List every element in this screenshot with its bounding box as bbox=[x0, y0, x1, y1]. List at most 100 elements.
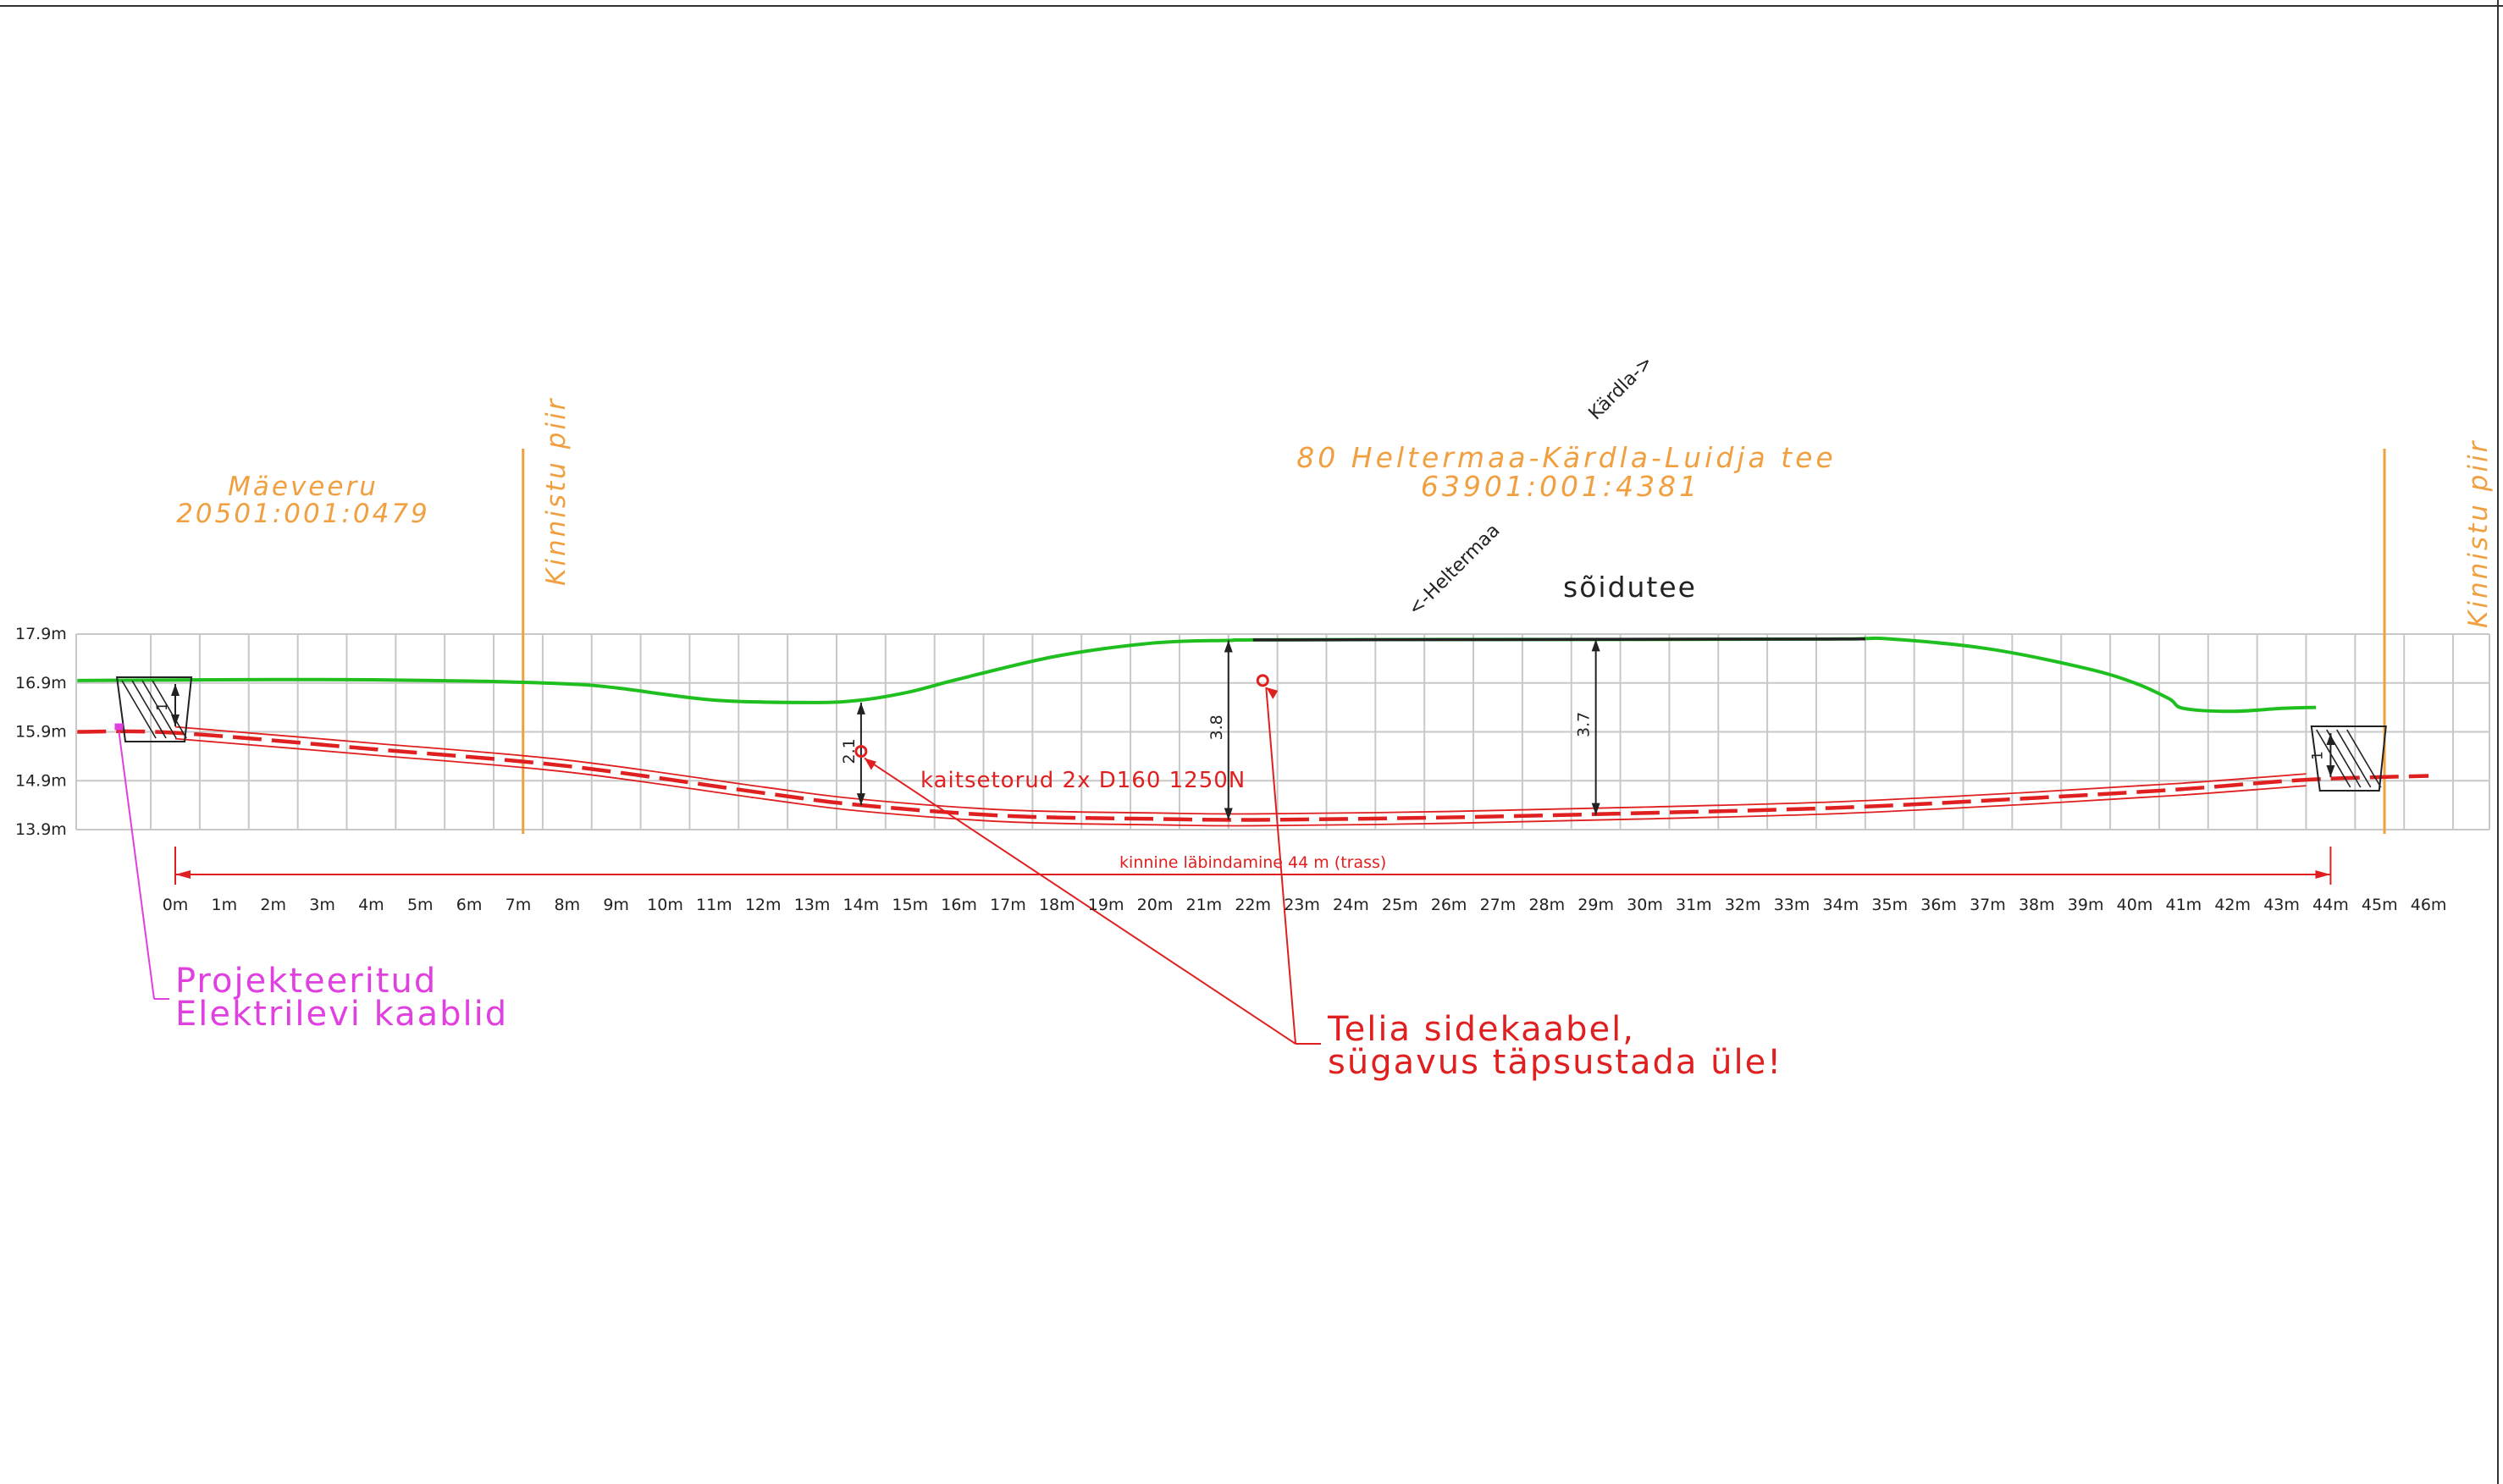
x-tick-label: 23m bbox=[1284, 896, 1320, 914]
x-tick-label: 29m bbox=[1577, 896, 1614, 914]
property-boundaries bbox=[522, 449, 2386, 834]
pit-hatch-line bbox=[152, 680, 187, 739]
electric-note-line2: Elektrilevi kaablid bbox=[175, 995, 508, 1034]
arrow-head bbox=[1224, 808, 1233, 820]
telia-leader-line bbox=[864, 757, 1296, 1045]
electric-note-line1: Projekteeritud bbox=[175, 962, 437, 1001]
x-tick-label: 20m bbox=[1137, 896, 1174, 914]
telia-leader-line bbox=[1265, 687, 1296, 1045]
arrow-head bbox=[1224, 640, 1233, 653]
x-tick-label: 41m bbox=[2166, 896, 2202, 914]
arrow-head bbox=[171, 684, 180, 696]
x-tick-label: 13m bbox=[794, 896, 831, 914]
pit-hatch-line bbox=[121, 680, 157, 739]
direction-heltermaa: <-Heltermaa bbox=[1405, 520, 1505, 620]
pit-outline bbox=[2310, 725, 2387, 792]
property-right-code: 63901:001:4381 bbox=[1421, 470, 1700, 503]
x-tick-label: 33m bbox=[1774, 896, 1810, 914]
pit-hatch-line bbox=[2346, 729, 2382, 788]
x-tick-label: 3m bbox=[309, 896, 335, 914]
x-tick-label: 21m bbox=[1186, 896, 1223, 914]
x-tick-label: 5m bbox=[407, 896, 434, 914]
x-tick-label: 0m bbox=[163, 896, 189, 914]
x-tick-label: 27m bbox=[1480, 896, 1517, 914]
electric-cable-marker bbox=[114, 723, 124, 731]
launch-pit-right bbox=[2310, 725, 2387, 792]
x-tick-label: 12m bbox=[745, 896, 782, 914]
x-tick-label: 22m bbox=[1235, 896, 1271, 914]
arrow-head bbox=[856, 793, 865, 806]
x-tick-label: 34m bbox=[1823, 896, 1859, 914]
telia-cable-point bbox=[854, 745, 868, 759]
property-right-name: 80 Heltermaa-Kärdla-Luidja tee bbox=[1296, 441, 1836, 474]
x-tick-label: 16m bbox=[941, 896, 977, 914]
arrow-head bbox=[171, 714, 180, 726]
pit-hatch-line bbox=[131, 680, 167, 739]
pit-hatch-line bbox=[2336, 729, 2372, 788]
x-tick-label: 45m bbox=[2362, 896, 2398, 914]
launch-pits bbox=[115, 676, 2387, 792]
x-tick-label: 17m bbox=[990, 896, 1026, 914]
x-tick-label: 10m bbox=[647, 896, 683, 914]
arrow-head bbox=[1591, 639, 1600, 652]
x-axis-labels: 0m 1m 2m 3m 4m 5m 6m 7m 8m 9m 10m 11m 12m 13m 14m 15m 16… bbox=[163, 896, 2447, 914]
x-tick-label: 19m bbox=[1088, 896, 1124, 914]
y-tick-label: 17.9m bbox=[15, 625, 67, 643]
drill-path-line bbox=[77, 729, 2429, 822]
x-tick-label: 43m bbox=[2263, 896, 2300, 914]
depth-label: 2.1 bbox=[840, 738, 859, 764]
pit-depth-label: 1 bbox=[154, 702, 171, 711]
x-tick-label: 6m bbox=[456, 896, 483, 914]
x-tick-label: 11m bbox=[696, 896, 732, 914]
x-tick-label: 31m bbox=[1676, 896, 1712, 914]
pipe-label: kaitsetorud 2x D160 1250N bbox=[920, 768, 1246, 793]
telia-note-line1: Telia sidekaabel, bbox=[1327, 1010, 1635, 1049]
x-tick-label: 40m bbox=[2117, 896, 2153, 914]
x-tick-label: 9m bbox=[603, 896, 629, 914]
property-left-name: Mäeveeru bbox=[228, 472, 378, 502]
pit-hatch-line bbox=[141, 680, 177, 739]
x-tick-label: 24m bbox=[1333, 896, 1369, 914]
arrow-head bbox=[864, 758, 876, 770]
x-tick-label: 25m bbox=[1382, 896, 1418, 914]
leader-lines bbox=[114, 674, 1321, 1045]
arrow-head bbox=[175, 870, 191, 879]
drill-envelope-lower bbox=[174, 737, 2307, 827]
direction-kardla: Kärdla-> bbox=[1585, 352, 1658, 425]
property-left-code: 20501:001:0479 bbox=[176, 499, 430, 529]
pit-depth-label: 1 bbox=[2309, 751, 2326, 760]
pit-outline bbox=[115, 676, 193, 742]
trass-dimension-label: kinnine läbindamine 44 m (trass) bbox=[1119, 853, 1386, 872]
telia-cable-point bbox=[1256, 674, 1269, 687]
depth-label: 3.7 bbox=[1575, 712, 1594, 737]
x-tick-label: 28m bbox=[1528, 896, 1565, 914]
arrow-head bbox=[2326, 733, 2335, 745]
arrow-head bbox=[1591, 803, 1600, 815]
electric-leader-line bbox=[118, 731, 155, 1000]
x-tick-label: 26m bbox=[1431, 896, 1467, 914]
arrow-head bbox=[2315, 870, 2331, 879]
boundary-label-left: Kinnistu piir bbox=[541, 397, 572, 586]
y-tick-label: 14.9m bbox=[15, 771, 67, 790]
launch-pit-left bbox=[115, 676, 193, 742]
x-tick-label: 37m bbox=[1970, 896, 2006, 914]
depth-label: 3.8 bbox=[1207, 714, 1226, 740]
x-tick-label: 46m bbox=[2411, 896, 2447, 914]
x-tick-label: 15m bbox=[892, 896, 928, 914]
x-tick-label: 32m bbox=[1725, 896, 1761, 914]
x-tick-label: 4m bbox=[358, 896, 384, 914]
arrow-head bbox=[1266, 687, 1279, 699]
y-tick-label: 13.9m bbox=[15, 820, 67, 839]
x-tick-label: 38m bbox=[2019, 896, 2055, 914]
x-tick-label: 36m bbox=[1920, 896, 1957, 914]
arrow-head bbox=[2326, 765, 2335, 777]
road-surface-line bbox=[1252, 637, 1865, 642]
road-label: sõidutee bbox=[1563, 571, 1697, 604]
x-tick-label: 1m bbox=[212, 896, 238, 914]
arrow-head bbox=[856, 702, 865, 714]
x-tick-label: 42m bbox=[2214, 896, 2251, 914]
grid bbox=[75, 633, 2490, 830]
y-tick-label: 15.9m bbox=[15, 723, 67, 742]
profile-lines bbox=[77, 636, 2429, 827]
